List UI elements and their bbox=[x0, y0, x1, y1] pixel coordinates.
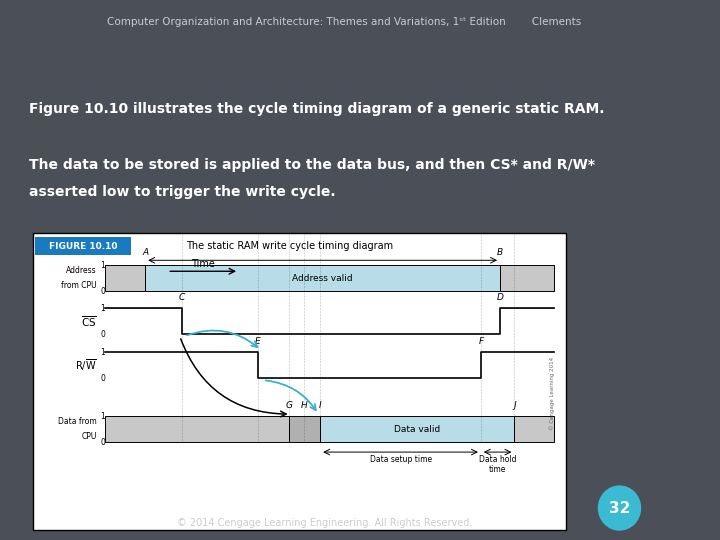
FancyBboxPatch shape bbox=[500, 265, 554, 291]
Text: 1: 1 bbox=[100, 348, 105, 357]
Text: Data from: Data from bbox=[58, 417, 96, 426]
Text: 0: 0 bbox=[100, 374, 105, 383]
FancyBboxPatch shape bbox=[320, 416, 514, 442]
FancyBboxPatch shape bbox=[514, 416, 554, 442]
Text: C: C bbox=[179, 293, 185, 302]
Text: Time: Time bbox=[191, 259, 215, 269]
Text: Address valid: Address valid bbox=[292, 274, 353, 283]
Text: © Cengage Learning 2014: © Cengage Learning 2014 bbox=[550, 356, 555, 430]
Text: asserted low to trigger the write cycle.: asserted low to trigger the write cycle. bbox=[29, 185, 336, 199]
Text: R/$\overline{\mathrm{W}}$: R/$\overline{\mathrm{W}}$ bbox=[75, 357, 96, 373]
Text: 1: 1 bbox=[100, 261, 105, 270]
Text: © 2014 Cengage Learning Engineering. All Rights Reserved.: © 2014 Cengage Learning Engineering. All… bbox=[177, 518, 473, 528]
Text: CPU: CPU bbox=[81, 432, 96, 441]
Text: G: G bbox=[285, 401, 292, 410]
Text: Data setup time: Data setup time bbox=[369, 455, 431, 464]
Text: $\overline{\mathrm{CS}}$: $\overline{\mathrm{CS}}$ bbox=[81, 314, 96, 328]
FancyBboxPatch shape bbox=[105, 416, 289, 442]
Text: 1: 1 bbox=[100, 303, 105, 313]
Text: Data hold
time: Data hold time bbox=[479, 455, 516, 475]
Text: Computer Organization and Architecture: Themes and Variations, 1ˢᵗ Edition      : Computer Organization and Architecture: … bbox=[107, 17, 581, 28]
Text: F: F bbox=[478, 337, 483, 346]
Text: FIGURE 10.10: FIGURE 10.10 bbox=[49, 242, 117, 251]
Text: The data to be stored is applied to the data bus, and then CS* and R/W*: The data to be stored is applied to the … bbox=[29, 158, 595, 172]
Text: E: E bbox=[256, 337, 261, 346]
Text: J: J bbox=[513, 401, 516, 410]
Text: from CPU: from CPU bbox=[61, 281, 96, 291]
FancyBboxPatch shape bbox=[35, 237, 131, 255]
Text: The static RAM write cycle timing diagram: The static RAM write cycle timing diagra… bbox=[186, 241, 394, 251]
FancyBboxPatch shape bbox=[105, 265, 145, 291]
Text: 32: 32 bbox=[609, 501, 630, 516]
Text: A: A bbox=[143, 248, 148, 257]
Circle shape bbox=[598, 486, 641, 530]
Text: H: H bbox=[301, 401, 307, 410]
FancyBboxPatch shape bbox=[289, 416, 320, 442]
FancyBboxPatch shape bbox=[145, 265, 500, 291]
Text: Figure 10.10 illustrates the cycle timing diagram of a generic static RAM.: Figure 10.10 illustrates the cycle timin… bbox=[29, 103, 604, 117]
Text: 0: 0 bbox=[100, 437, 105, 447]
Text: 0: 0 bbox=[100, 330, 105, 339]
Text: D: D bbox=[497, 293, 503, 302]
Text: 1: 1 bbox=[100, 411, 105, 421]
Text: I: I bbox=[319, 401, 322, 410]
FancyBboxPatch shape bbox=[33, 233, 566, 530]
Text: B: B bbox=[497, 248, 503, 257]
Text: 0: 0 bbox=[100, 287, 105, 296]
Text: Data valid: Data valid bbox=[394, 424, 441, 434]
Text: Address: Address bbox=[66, 266, 96, 275]
